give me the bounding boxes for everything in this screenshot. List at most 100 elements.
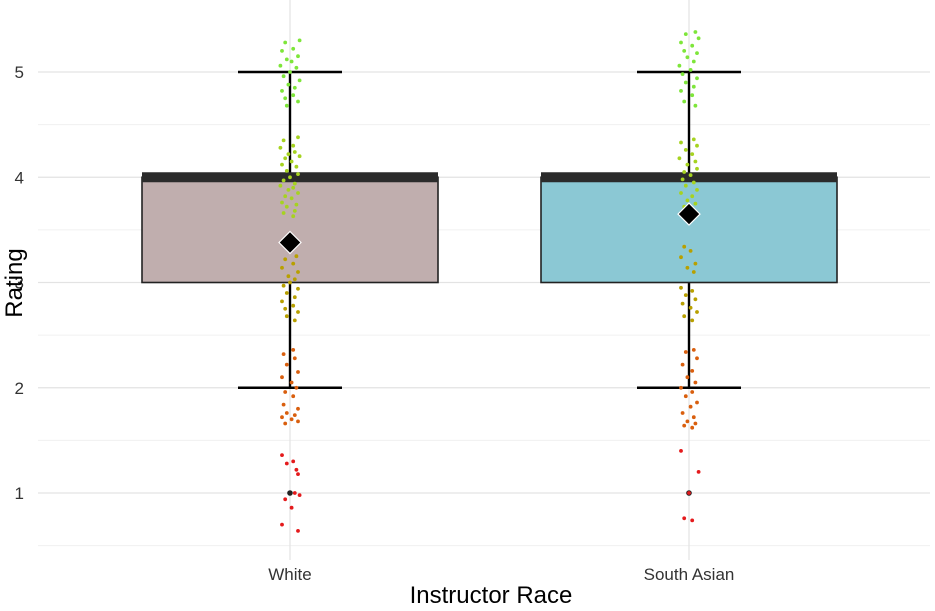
mean-markers <box>278 202 701 255</box>
jitter-point <box>691 84 696 89</box>
jitter-point <box>284 169 289 173</box>
jitter-point <box>297 78 302 83</box>
jitter-point <box>291 459 296 464</box>
jitter-point <box>288 70 292 74</box>
jitter-point <box>291 93 296 98</box>
jitter-point <box>683 148 688 152</box>
jitter-point <box>296 370 300 374</box>
jitter-point <box>283 390 288 394</box>
jitter-point <box>291 394 296 399</box>
jitter-point <box>280 415 284 420</box>
jitter-point <box>284 362 289 367</box>
jitter-point <box>289 505 294 510</box>
jitter-point <box>695 166 699 171</box>
boxes <box>141 70 838 496</box>
jitter-point <box>679 40 683 45</box>
jitter-point <box>289 59 294 64</box>
jitter-point <box>288 280 292 285</box>
jitter-point <box>294 385 299 390</box>
jitter-point <box>284 461 289 466</box>
jitter-point <box>691 270 696 274</box>
jitter-point <box>292 277 297 282</box>
jitter-point <box>296 191 300 195</box>
jitter-point <box>677 156 682 161</box>
jitter-point <box>688 173 693 178</box>
mean-diamond <box>278 230 302 255</box>
jitter-point <box>291 303 296 308</box>
jitter-point <box>687 491 691 495</box>
outlier-point <box>287 490 293 496</box>
jitter-point <box>679 285 683 290</box>
jitter-point <box>690 289 695 293</box>
jitter-point <box>294 467 299 472</box>
x-axis-ticks: White South Asian <box>268 565 734 584</box>
jitter-point <box>291 261 296 266</box>
jitter-point <box>696 36 701 41</box>
jitter-point <box>690 43 695 48</box>
jitter-point <box>286 274 291 279</box>
jitter-point <box>685 265 690 270</box>
jitter-point <box>284 103 289 108</box>
jitter-point <box>284 411 289 415</box>
jitter-point <box>690 390 695 394</box>
jitter-point <box>280 522 284 527</box>
jitter-point <box>693 201 698 206</box>
jitter-point <box>679 255 683 260</box>
jitter-point <box>682 314 687 319</box>
jitter-point <box>685 162 690 167</box>
jitter-point <box>286 152 291 157</box>
jitter-point <box>278 183 283 188</box>
jitter-point <box>294 164 299 169</box>
jitter-point <box>284 57 289 62</box>
jitter-point <box>296 472 300 476</box>
jitter-point <box>685 198 690 203</box>
jitter-point <box>296 310 300 314</box>
jitter-point <box>680 177 685 182</box>
jitter-point <box>297 38 302 43</box>
jitter-point <box>682 99 687 104</box>
jitter-point <box>281 402 286 407</box>
jitter-point <box>294 254 299 259</box>
jitter-point <box>284 314 289 319</box>
jitter-point <box>291 185 296 190</box>
jitter-point <box>683 394 688 399</box>
jitter-point <box>283 306 288 311</box>
jitter-point <box>683 183 688 188</box>
jitter-point <box>288 175 292 180</box>
jitter-point <box>685 419 690 424</box>
jitter-point <box>281 74 286 79</box>
jitter-point <box>680 362 685 367</box>
box-2 <box>540 176 838 284</box>
jitter-point <box>280 49 284 53</box>
jitter-point <box>289 159 294 164</box>
jitter-point <box>286 82 291 87</box>
jitter-point <box>690 318 695 323</box>
jitter-point <box>289 417 294 422</box>
y-axis-title: Rating <box>1 248 28 317</box>
jitter-point <box>693 261 698 266</box>
jitter-point <box>292 356 297 361</box>
jitter-point <box>296 270 300 274</box>
jitter-point <box>693 380 698 385</box>
jitter-point <box>682 516 687 521</box>
jitter-point <box>283 156 288 161</box>
jitter-point <box>683 350 688 354</box>
jitter-point <box>690 369 695 373</box>
jitter-point <box>280 453 284 457</box>
jitter-point <box>682 244 687 249</box>
jitter-point <box>683 293 688 297</box>
jitter-point <box>690 425 695 430</box>
jitter-point <box>291 143 296 148</box>
x-tick-label: White <box>268 565 311 584</box>
jitter-point <box>283 96 288 101</box>
jitter-point <box>680 411 685 415</box>
jitter-points <box>278 30 701 533</box>
jitter-point <box>292 413 297 417</box>
jitter-point <box>281 138 286 143</box>
box-1 <box>141 176 439 284</box>
jitter-point <box>685 55 690 60</box>
jitter-point <box>297 154 302 159</box>
jitter-point <box>695 310 699 314</box>
y-tick-label: 4 <box>15 168 24 187</box>
